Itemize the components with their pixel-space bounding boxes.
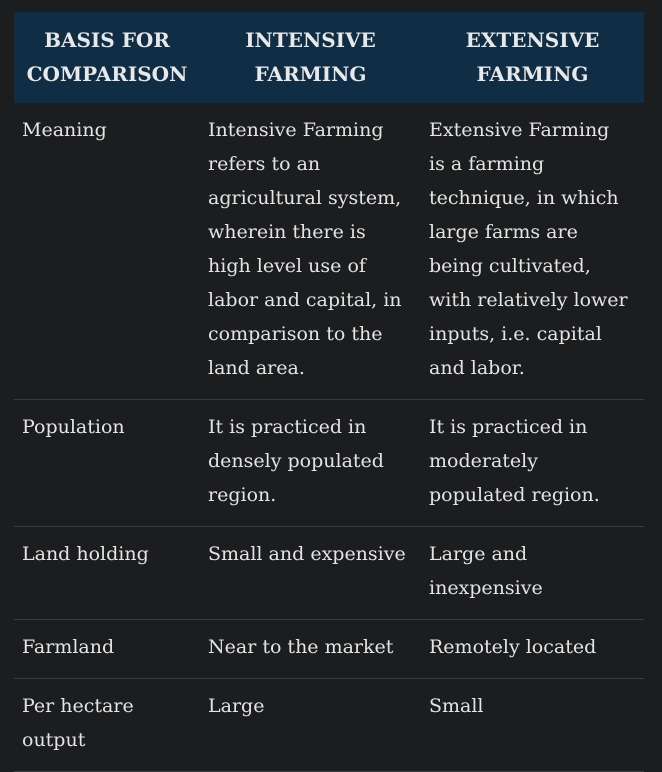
cell-line: moderately <box>429 450 538 472</box>
table-row: Per hectare output Large Small <box>14 678 644 772</box>
table-row: Population It is practiced in densely popu… <box>14 399 644 527</box>
cell-line: inputs, i.e. capital <box>429 323 602 345</box>
cell-line: with relatively lower <box>429 289 628 311</box>
cell-line: It is practiced in <box>208 416 367 438</box>
cell-extensive: Remotely located <box>421 619 644 679</box>
table-row: Farmland Near to the market Remotely locat… <box>14 619 644 679</box>
cell-intensive: Small and expensive <box>200 526 421 620</box>
cell-line: labor and capital, in <box>208 289 402 311</box>
header-line: EXTENSIVE <box>465 28 600 52</box>
header-line: FARMING <box>476 62 589 86</box>
cell-intensive: Large <box>200 678 421 772</box>
cell-intensive: Near to the market <box>200 619 421 679</box>
cell-line: Remotely located <box>429 636 597 658</box>
cell-line: is a farming <box>429 153 545 175</box>
cell-line: densely populated <box>208 450 384 472</box>
cell-extensive: Extensive Farming is a farming technique, … <box>421 103 644 400</box>
cell-basis: Farmland <box>14 619 200 679</box>
cell-basis: Population <box>14 399 200 527</box>
comparison-table-container: BASIS FOR COMPARISON INTENSIVE FARMING E… <box>14 12 644 772</box>
header-line: BASIS FOR <box>44 28 170 52</box>
cell-line: Farmland <box>22 636 115 658</box>
cell-line: populated region. <box>429 484 600 506</box>
cell-line: Near to the market <box>208 636 394 658</box>
cell-line: agricultural system, <box>208 187 402 209</box>
cell-extensive: Large and inexpensive <box>421 526 644 620</box>
table-row: Meaning Intensive Farming refers to an agri… <box>14 103 644 400</box>
cell-line: Meaning <box>22 119 107 141</box>
header-extensive: EXTENSIVE FARMING <box>421 12 644 103</box>
cell-line: refers to an <box>208 153 321 175</box>
header-line: INTENSIVE <box>245 28 376 52</box>
cell-basis: Land holding <box>14 526 200 620</box>
cell-line: Per hectare <box>22 695 134 717</box>
cell-line: It is practiced in <box>429 416 588 438</box>
cell-line: comparison to the <box>208 323 383 345</box>
header-basis: BASIS FOR COMPARISON <box>14 12 200 103</box>
header-line: FARMING <box>254 62 367 86</box>
cell-line: and labor. <box>429 357 525 379</box>
cell-line: large farms are <box>429 221 578 243</box>
cell-extensive: It is practiced in moderately populated re… <box>421 399 644 527</box>
cell-line: region. <box>208 484 277 506</box>
header-intensive: INTENSIVE FARMING <box>200 12 421 103</box>
cell-intensive: Intensive Farming refers to an agricultura… <box>200 103 421 400</box>
cell-line: Large and <box>429 543 528 565</box>
cell-line: wherein there is <box>208 221 366 243</box>
header-line: COMPARISON <box>26 62 188 86</box>
cell-line: Small and expensive <box>208 543 406 565</box>
cell-basis: Per hectare output <box>14 678 200 772</box>
cell-basis: Meaning <box>14 103 200 400</box>
cell-line: being cultivated, <box>429 255 591 277</box>
cell-line: output <box>22 729 86 751</box>
cell-line: land area. <box>208 357 305 379</box>
table-header: BASIS FOR COMPARISON INTENSIVE FARMING E… <box>14 12 644 103</box>
cell-line: technique, in which <box>429 187 619 209</box>
table-row: Land holding Small and expensive Large and… <box>14 526 644 620</box>
comparison-table: BASIS FOR COMPARISON INTENSIVE FARMING E… <box>14 12 644 772</box>
cell-intensive: It is practiced in densely populated regio… <box>200 399 421 527</box>
header-row: BASIS FOR COMPARISON INTENSIVE FARMING E… <box>14 12 644 103</box>
cell-extensive: Small <box>421 678 644 772</box>
cell-line: Small <box>429 695 484 717</box>
cell-line: Large <box>208 695 265 717</box>
cell-line: Land holding <box>22 543 149 565</box>
cell-line: Extensive Farming <box>429 119 610 141</box>
table-body: Meaning Intensive Farming refers to an agri… <box>14 103 644 772</box>
cell-line: inexpensive <box>429 577 543 599</box>
cell-line: Population <box>22 416 125 438</box>
cell-line: Intensive Farming <box>208 119 384 141</box>
cell-line: high level use of <box>208 255 366 277</box>
